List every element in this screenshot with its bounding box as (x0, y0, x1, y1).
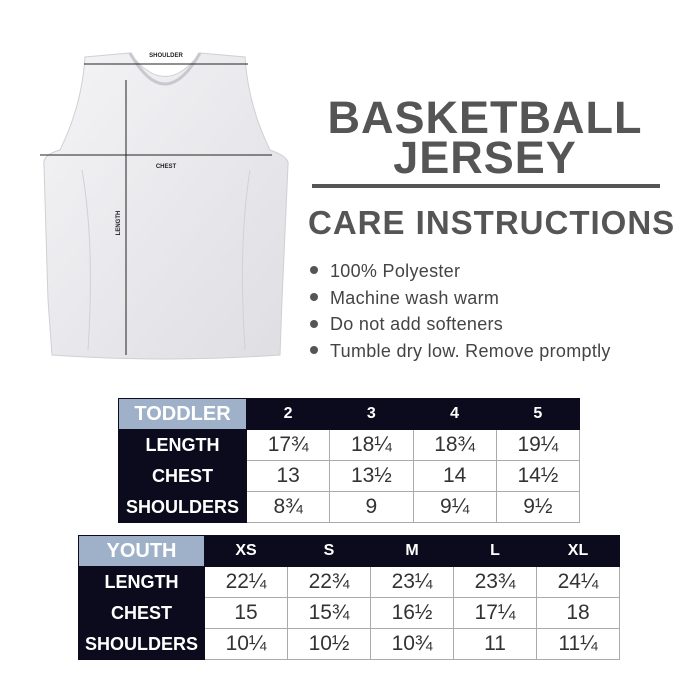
title-divider (312, 184, 660, 188)
size-header: XL (536, 535, 620, 567)
cell: 23¼ (370, 566, 454, 598)
table-row: LENGTH 17¾ 18¼ 18¾ 19¼ (118, 429, 581, 461)
row-label: LENGTH (78, 566, 205, 598)
shoulder-label: SHOULDER (149, 53, 183, 59)
row-label: LENGTH (118, 429, 247, 461)
row-label: SHOULDERS (118, 491, 247, 523)
cell: 13 (245, 460, 331, 492)
cell: 9½ (495, 491, 581, 523)
title-line-2: JERSEY (393, 132, 577, 183)
table-row: CHEST 15 15¾ 16½ 17¼ 18 (78, 597, 620, 629)
cell: 15 (204, 597, 288, 629)
title-line-1: BASKETBALL (327, 92, 643, 143)
size-header: 5 (495, 398, 581, 430)
table-row: LENGTH 22¼ 22¾ 23¼ 23¾ 24¼ (78, 566, 620, 598)
cell: 14 (412, 460, 497, 492)
jersey-diagram: SHOULDER CHEST LENGTH (40, 52, 289, 360)
cell: 18 (536, 597, 620, 629)
cell: 11¼ (536, 628, 620, 660)
toddler-size-table: TODDLER 2 3 4 5 LENGTH 17¾ 18¼ 18¾ 19¼ C… (118, 398, 581, 523)
cell: 13½ (329, 460, 414, 492)
chest-label: CHEST (156, 164, 177, 170)
care-heading: CARE INSTRUCTIONS (308, 204, 676, 241)
cell: 23¾ (453, 566, 537, 598)
cell: 11 (453, 628, 537, 660)
care-list: 100% Polyester Machine wash warm Do not … (310, 258, 611, 365)
jersey-shape (43, 52, 289, 360)
row-label: CHEST (118, 460, 247, 492)
care-item: 100% Polyester (310, 258, 611, 285)
care-item: Do not add softeners (310, 311, 611, 338)
row-label: CHEST (78, 597, 205, 629)
youth-label: YOUTH (78, 535, 205, 567)
cell: 17¼ (453, 597, 537, 629)
toddler-label: TODDLER (118, 398, 247, 430)
size-header: 4 (412, 398, 497, 430)
cell: 10¾ (370, 628, 454, 660)
cell: 22¼ (204, 566, 288, 598)
size-header: M (370, 535, 454, 567)
cell: 10½ (287, 628, 371, 660)
cell: 9¼ (412, 491, 497, 523)
length-label: LENGTH (116, 211, 122, 236)
cell: 18¼ (329, 429, 414, 461)
care-item: Tumble dry low. Remove promptly (310, 338, 611, 365)
cell: 22¾ (287, 566, 371, 598)
size-header: 2 (245, 398, 331, 430)
cell: 19¼ (495, 429, 581, 461)
table-row: SHOULDERS 8¾ 9 9¼ 9½ (118, 491, 581, 523)
size-header: L (453, 535, 537, 567)
table-header-row: YOUTH XS S M L XL (78, 535, 620, 567)
size-header: S (287, 535, 371, 567)
cell: 16½ (370, 597, 454, 629)
cell: 24¼ (536, 566, 620, 598)
row-label: SHOULDERS (78, 628, 205, 660)
size-header: 3 (329, 398, 414, 430)
cell: 18¾ (412, 429, 497, 461)
table-row: SHOULDERS 10¼ 10½ 10¾ 11 11¼ (78, 628, 620, 660)
cell: 14½ (495, 460, 581, 492)
size-header: XS (204, 535, 288, 567)
table-row: CHEST 13 13½ 14 14½ (118, 460, 581, 492)
table-header-row: TODDLER 2 3 4 5 (118, 398, 581, 430)
cell: 17¾ (245, 429, 331, 461)
youth-size-table: YOUTH XS S M L XL LENGTH 22¼ 22¾ 23¼ 23¾… (78, 535, 620, 660)
cell: 8¾ (245, 491, 331, 523)
cell: 9 (329, 491, 414, 523)
cell: 10¼ (204, 628, 288, 660)
care-item: Machine wash warm (310, 285, 611, 312)
cell: 15¾ (287, 597, 371, 629)
